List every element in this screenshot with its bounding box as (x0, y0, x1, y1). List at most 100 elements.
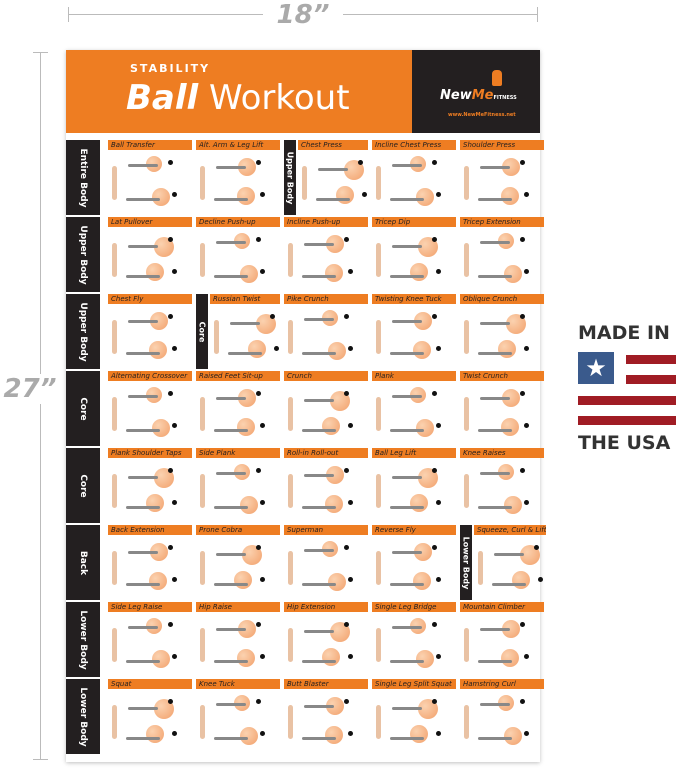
step-number-icon (260, 654, 265, 659)
row-category-label: Lower Body (66, 602, 100, 677)
exercise-illustration (460, 614, 544, 677)
step-number-icon (260, 269, 265, 274)
step-number-icon (168, 699, 173, 704)
exercise-illustration (108, 152, 192, 215)
figure-icon (390, 429, 424, 432)
exercise-illustration (196, 614, 280, 677)
exercise: Tricep Extension (460, 217, 544, 292)
step-number-icon (168, 468, 173, 473)
exercise-cell: Back Extension (108, 525, 192, 600)
flag-stripe (626, 355, 676, 364)
muscle-map-icon (464, 320, 469, 354)
figure-icon (392, 476, 422, 479)
muscle-map-icon (464, 474, 469, 508)
figure-icon (390, 583, 424, 586)
exercise-title: Shoulder Press (460, 140, 544, 150)
figure-icon (478, 352, 512, 355)
exercise: Single Leg Split Squat (372, 679, 456, 754)
exercise: Decline Push-up (196, 217, 280, 292)
exercise-row: Upper Body Lat Pullover Decline Push-up I… (66, 217, 544, 292)
step-number-icon (256, 545, 261, 550)
step-number-icon (432, 237, 437, 242)
step-number-icon (348, 654, 353, 659)
exercise-title: Twisting Knee Tuck (372, 294, 456, 304)
ball-icon (150, 312, 168, 330)
step-number-icon (344, 468, 349, 473)
muscle-map-icon (288, 628, 293, 662)
row-category-label: Lower Body (66, 679, 100, 754)
ball-icon (410, 263, 428, 281)
figure-icon (126, 660, 160, 663)
ball-icon (504, 496, 522, 514)
row-category-text: Core (78, 473, 88, 498)
figure-icon (478, 660, 512, 663)
exercise-cell: Shoulder Press (460, 140, 544, 215)
ball-icon (146, 725, 164, 743)
muscle-map-icon (464, 243, 469, 277)
row-category-text: Upper Body (78, 301, 88, 362)
exercise: Superman (284, 525, 368, 600)
figure-icon (216, 472, 246, 475)
exercise-cell: Pike Crunch (284, 294, 368, 369)
ball-icon (149, 341, 167, 359)
exercise: Hip Raise (196, 602, 280, 677)
figure-icon (304, 243, 334, 246)
ball-icon (506, 314, 526, 334)
figure-icon (390, 275, 424, 278)
step-number-icon (524, 192, 529, 197)
exercise: Prone Cobra (196, 525, 280, 600)
figure-icon (304, 399, 334, 402)
figure-icon (390, 198, 424, 201)
muscle-map-icon (200, 705, 205, 739)
figure-icon (228, 352, 262, 355)
exercise: Shoulder Press (460, 140, 544, 215)
figure-icon (128, 551, 158, 554)
step-number-icon (432, 160, 437, 165)
figure-icon (126, 198, 160, 201)
exercise-title: Incline Push-up (284, 217, 368, 227)
exercise-illustration (460, 152, 544, 215)
exercise-cell: Lat Pullover (108, 217, 192, 292)
exercise: Oblique Crunch (460, 294, 544, 369)
row-category-text: Upper Body (78, 224, 88, 285)
exercise-title: Plank Shoulder Taps (108, 448, 192, 458)
figure-icon (214, 737, 248, 740)
mid-category-label: Core (196, 294, 208, 369)
step-number-icon (348, 346, 353, 351)
figure-icon (492, 583, 526, 586)
muscle-map-icon (288, 705, 293, 739)
exercise-cell: Twisting Knee Tuck (372, 294, 456, 369)
exercise: Plank (372, 371, 456, 446)
figure-icon (304, 549, 334, 552)
exercise-cell: Knee Tuck (196, 679, 280, 754)
muscle-map-icon (112, 551, 117, 585)
exercise-cell: Plank (372, 371, 456, 446)
figure-icon (216, 241, 246, 244)
exercise-title: Knee Raises (460, 448, 544, 458)
figure-icon (390, 506, 424, 509)
ball-icon (501, 418, 519, 436)
step-number-icon (172, 192, 177, 197)
exercise-illustration (108, 691, 192, 754)
figure-icon (214, 198, 248, 201)
exercise-cell: Single Leg Bridge (372, 602, 456, 677)
flag-stripe (578, 396, 676, 405)
ball-icon (154, 699, 174, 719)
ball-icon (328, 573, 346, 591)
figure-icon (126, 429, 160, 432)
exercise: Chest Fly (108, 294, 192, 369)
title-small: STABILITY (130, 62, 211, 75)
exercise-cell: Hip Raise (196, 602, 280, 677)
figure-icon (392, 551, 422, 554)
step-number-icon (538, 577, 543, 582)
exercise-title: Prone Cobra (196, 525, 280, 535)
exercise: Alternating Crossover (108, 371, 192, 446)
exercise-title: Ball Transfer (108, 140, 192, 150)
brand-logo: NewMeFITNESS www.NewMeFitness.net (412, 50, 540, 133)
figure-icon (478, 198, 512, 201)
exercise-cell: Upper Body Chest Press (284, 140, 368, 215)
figure-icon (214, 275, 248, 278)
figure-icon (216, 397, 246, 400)
exercise-cell: Incline Chest Press (372, 140, 456, 215)
logo-name: NewMeFITNESS (440, 88, 517, 106)
